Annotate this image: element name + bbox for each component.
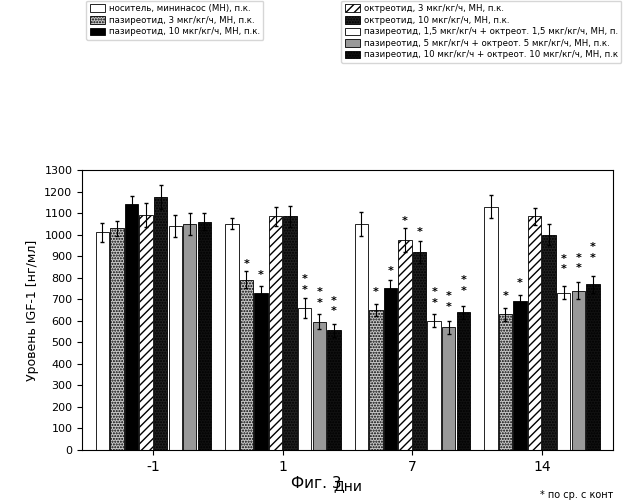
Text: *: * xyxy=(590,252,596,262)
Bar xyxy=(140,215,153,450)
Bar xyxy=(110,228,124,450)
Text: *: * xyxy=(387,266,394,276)
Text: *: * xyxy=(416,227,423,237)
Text: *: * xyxy=(561,254,567,264)
Bar xyxy=(528,216,541,450)
X-axis label: Дни: Дни xyxy=(333,480,362,494)
Bar xyxy=(95,232,109,450)
Bar xyxy=(355,224,368,450)
Bar xyxy=(169,226,182,450)
Text: *: * xyxy=(460,286,466,296)
Bar xyxy=(269,216,283,450)
Bar xyxy=(327,330,341,450)
Text: *: * xyxy=(517,278,523,288)
Bar xyxy=(298,308,312,450)
Y-axis label: Уровень IGF-1 [нг/мл]: Уровень IGF-1 [нг/мл] xyxy=(26,240,39,380)
Text: *: * xyxy=(301,285,308,295)
Text: Фиг. 3: Фиг. 3 xyxy=(291,476,341,490)
Text: *: * xyxy=(575,264,581,274)
Text: *: * xyxy=(317,298,322,308)
Text: * по ср. с конт: * по ср. с конт xyxy=(540,490,613,500)
Bar xyxy=(586,284,600,450)
Text: *: * xyxy=(402,216,408,226)
Text: *: * xyxy=(431,298,437,308)
Text: *: * xyxy=(373,287,379,297)
Bar xyxy=(240,280,253,450)
Text: *: * xyxy=(431,287,437,297)
Bar xyxy=(183,224,197,450)
Text: *: * xyxy=(317,287,322,297)
Bar xyxy=(427,321,441,450)
Bar xyxy=(369,310,382,450)
Text: *: * xyxy=(502,292,508,302)
Bar xyxy=(384,288,397,450)
Text: *: * xyxy=(590,242,596,252)
Bar xyxy=(557,293,570,450)
Bar xyxy=(313,322,326,450)
Text: *: * xyxy=(561,264,567,274)
Text: *: * xyxy=(446,292,452,302)
Bar xyxy=(254,293,268,450)
Bar xyxy=(513,302,526,450)
Text: *: * xyxy=(331,306,337,316)
Bar xyxy=(484,206,497,450)
Legend: октреотид, 3 мкг/кг/ч, МН, п.к., октреотид, 10 мкг/кг/ч, МН, п.к., пазиреотид, 1: октреотид, 3 мкг/кг/ч, МН, п.к., октреот… xyxy=(341,0,621,63)
Text: *: * xyxy=(460,275,466,285)
Bar xyxy=(413,252,427,450)
Bar xyxy=(283,216,297,450)
Bar xyxy=(125,204,138,450)
Bar xyxy=(457,312,470,450)
Bar xyxy=(225,224,238,450)
Text: *: * xyxy=(331,296,337,306)
Bar xyxy=(154,197,167,450)
Text: *: * xyxy=(258,270,264,280)
Text: *: * xyxy=(301,274,308,284)
Bar xyxy=(571,290,585,450)
Bar xyxy=(198,222,211,450)
Text: *: * xyxy=(575,252,581,262)
Bar xyxy=(442,327,456,450)
Bar xyxy=(398,240,412,450)
Bar xyxy=(499,314,512,450)
Text: *: * xyxy=(243,259,250,269)
Bar xyxy=(542,234,556,450)
Text: *: * xyxy=(446,302,452,312)
